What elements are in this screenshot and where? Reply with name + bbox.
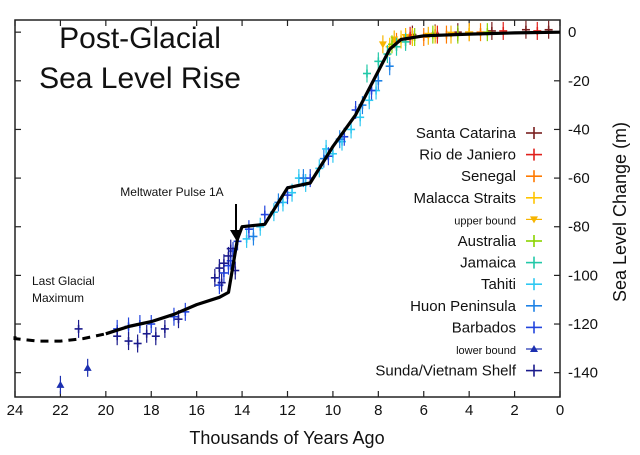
x-tick-label: 4	[465, 402, 473, 419]
y-tick-label: 0	[568, 24, 576, 41]
legend-label: Senegal	[461, 168, 516, 185]
legend-label: Rio de Janiero	[419, 147, 516, 164]
y-tick-label: -140	[568, 365, 598, 382]
legend-marker	[530, 345, 538, 352]
x-tick-label: 24	[7, 402, 24, 419]
legend-label: lower bound	[456, 345, 516, 357]
last-glacial-label-1: Last Glacial	[32, 274, 95, 288]
x-tick-label: 2	[510, 402, 518, 419]
data-point	[83, 363, 92, 371]
x-axis-title: Thousands of Years Ago	[189, 428, 384, 448]
y-tick-label: -60	[568, 170, 590, 187]
chart-title-line-1: Post-Glacial	[59, 22, 221, 55]
data-point	[56, 380, 65, 388]
x-tick-label: 10	[325, 402, 342, 419]
meltwater-arrow-head	[230, 230, 242, 240]
x-tick-label: 6	[420, 402, 428, 419]
legend-label: Huon Peninsula	[410, 298, 517, 315]
y-tick-label: -80	[568, 219, 590, 236]
x-tick-label: 16	[188, 402, 205, 419]
legend-marker	[530, 216, 538, 224]
sea-level-curve	[105, 30, 561, 336]
sea-level-curve-dashed	[13, 332, 107, 343]
legend-label: Jamaica	[460, 255, 517, 272]
x-tick-label: 14	[234, 402, 251, 419]
x-tick-label: 8	[374, 402, 382, 419]
y-tick-label: -120	[568, 316, 598, 333]
x-tick-label: 12	[279, 402, 296, 419]
y-tick-label: -40	[568, 121, 590, 138]
meltwater-pulse-label: Meltwater Pulse 1A	[120, 185, 223, 199]
plot-area: 24 22 20 18 16 14 12 10 8 6 4 2 00-20-40-60-80-100-1…	[7, 19, 598, 419]
y-tick-label: -100	[568, 267, 598, 284]
legend-label: Santa Catarina	[416, 125, 517, 142]
last-glacial-label-2: Maximum	[32, 291, 84, 305]
legend-label: Sunda/Vietnam Shelf	[375, 363, 516, 380]
y-tick-label: -20	[568, 73, 590, 90]
x-tick-label: 18	[143, 402, 160, 419]
legend-label: Australia	[458, 233, 517, 250]
data-point	[378, 41, 387, 49]
x-tick-label: 20	[97, 402, 114, 419]
chart-title-line-2: Sea Level Rise	[39, 62, 241, 95]
x-tick-label: 0	[556, 402, 564, 419]
legend-label: Tahiti	[481, 276, 516, 293]
y-axis-title: Sea Level Change (m)	[610, 122, 630, 302]
legend-label: upper bound	[454, 215, 516, 227]
legend-label: Malacca Straits	[413, 190, 516, 207]
x-tick-label: 22	[52, 402, 69, 419]
legend-label: Barbados	[452, 319, 516, 336]
